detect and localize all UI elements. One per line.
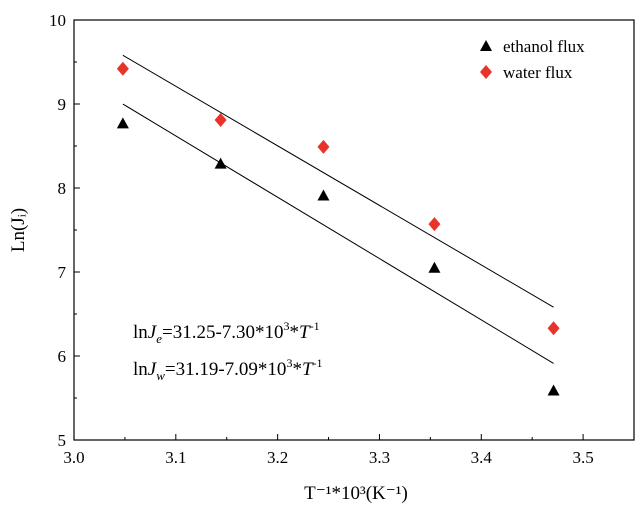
water-flux-point bbox=[116, 61, 129, 76]
water-flux-point bbox=[547, 321, 560, 336]
x-tick-label: 3.5 bbox=[572, 448, 593, 467]
x-tick-label: 3.1 bbox=[165, 448, 186, 467]
ethanol-flux-point bbox=[214, 157, 227, 169]
legend-label-ethanol-flux: ethanol flux bbox=[503, 37, 585, 56]
fit-lines bbox=[122, 54, 554, 364]
x-tick-label: 3.2 bbox=[267, 448, 288, 467]
y-tick-label: 9 bbox=[58, 95, 67, 114]
fit-line-water bbox=[122, 54, 554, 308]
legend-diamond-marker bbox=[480, 65, 492, 79]
x-axis-ticks: 3.0 3.1 3.2 3.3 3.4 3.5 bbox=[63, 434, 594, 467]
data-points bbox=[116, 61, 560, 396]
y-tick-label: 7 bbox=[58, 263, 67, 282]
fit-line-ethanol bbox=[122, 103, 554, 364]
y-axis-ticks: 5 6 7 8 9 10 bbox=[49, 11, 80, 450]
y-tick-label: 10 bbox=[49, 11, 66, 30]
legend: ethanol flux water flux bbox=[480, 37, 585, 82]
equation-ethanol: lnJe=31.25-7.30*103*T-1 bbox=[133, 319, 320, 346]
water-flux-point bbox=[214, 112, 227, 127]
legend-label-water-flux: water flux bbox=[503, 63, 573, 82]
x-tick-label: 3.4 bbox=[471, 448, 493, 467]
legend-item-water-flux: water flux bbox=[480, 63, 573, 82]
legend-triangle-marker bbox=[480, 40, 492, 51]
water-flux-point bbox=[428, 217, 441, 232]
y-tick-label: 8 bbox=[58, 179, 67, 198]
ethanol-flux-point bbox=[547, 384, 560, 396]
ethanol-flux-point bbox=[116, 117, 129, 129]
ethanol-flux-point bbox=[317, 189, 330, 201]
x-tick-label: 3.3 bbox=[369, 448, 390, 467]
equation-water: lnJw=31.19-7.09*103*T-1 bbox=[133, 356, 323, 383]
water-flux-point bbox=[317, 139, 330, 154]
x-axis-title: T⁻¹*10³(K⁻¹) bbox=[304, 483, 408, 504]
ethanol-flux-point bbox=[428, 261, 441, 273]
y-axis-title: Ln(Jᵢ) bbox=[8, 208, 29, 252]
equations: lnJe=31.25-7.30*103*T-1 lnJw=31.19-7.09*… bbox=[133, 319, 323, 383]
x-tick-label: 3.0 bbox=[63, 448, 84, 467]
y-tick-label: 6 bbox=[58, 347, 67, 366]
y-tick-label: 5 bbox=[58, 431, 67, 450]
legend-item-ethanol-flux: ethanol flux bbox=[480, 37, 585, 56]
